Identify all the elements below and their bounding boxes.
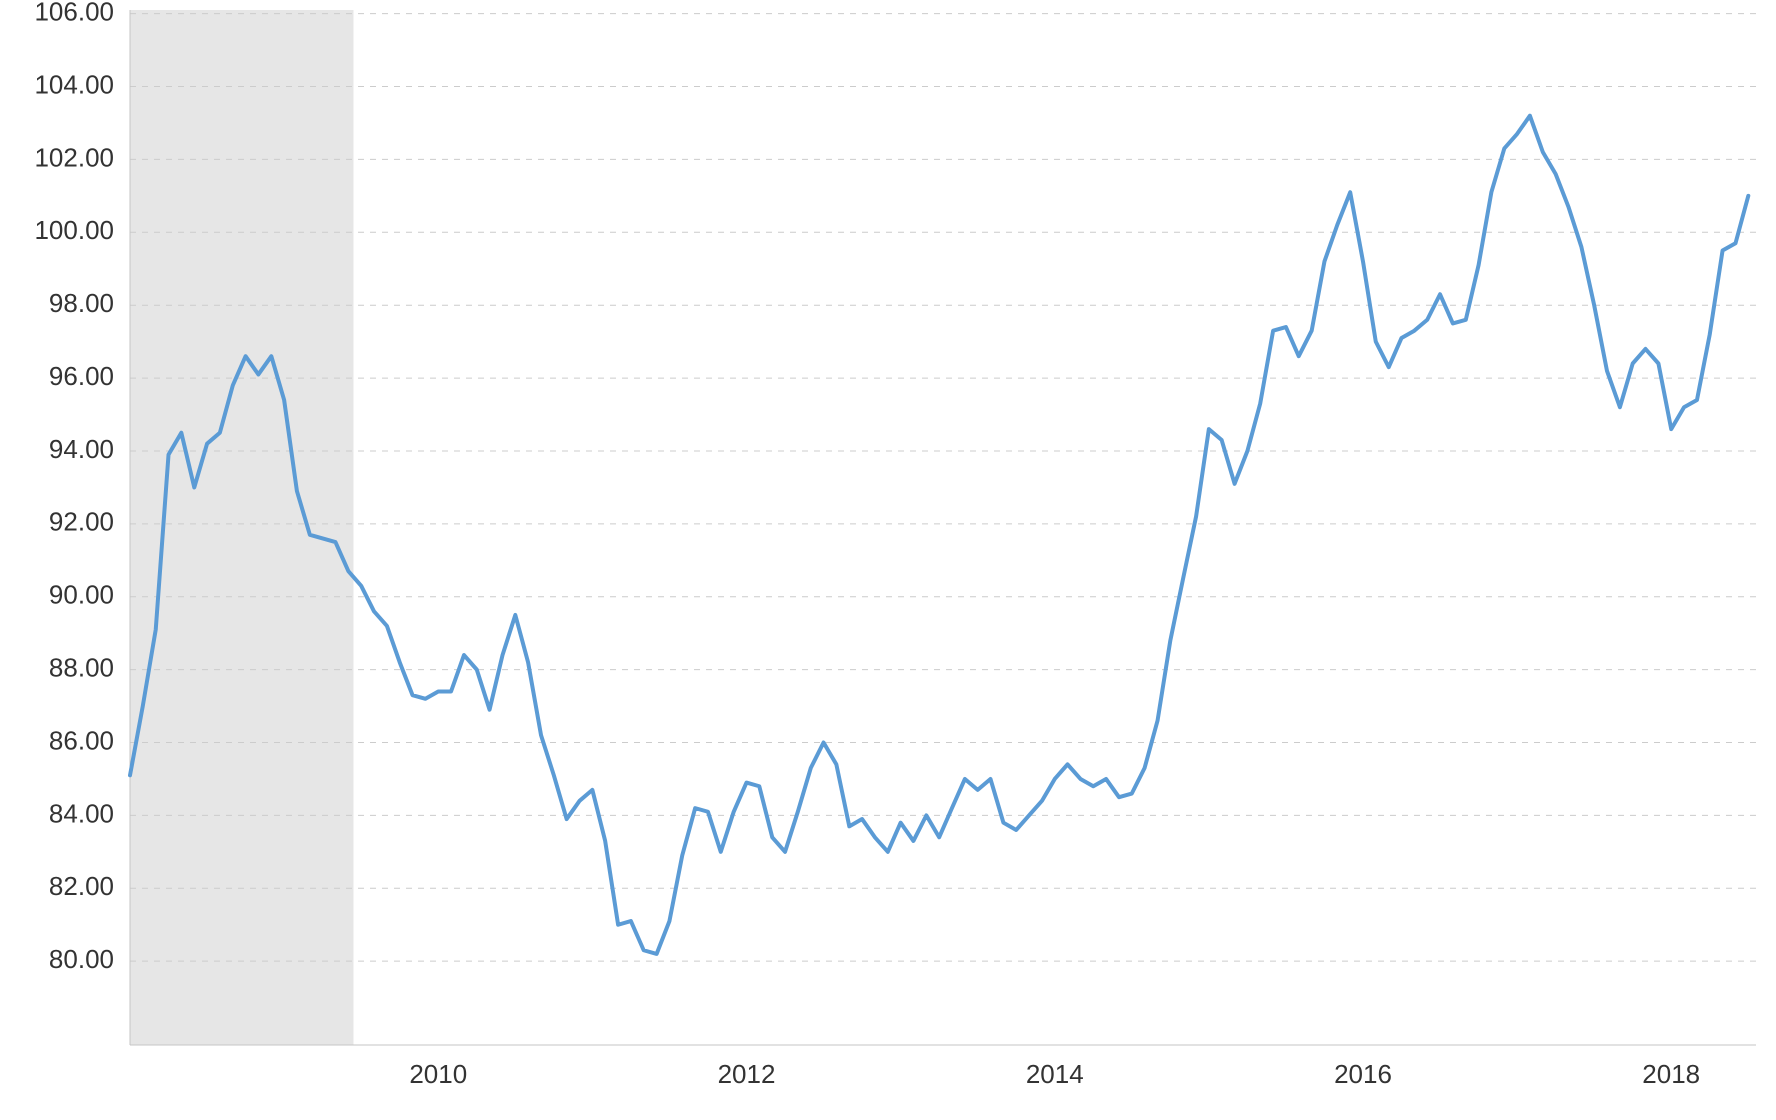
y-tick-label: 100.00	[34, 215, 114, 245]
y-tick-label: 88.00	[49, 653, 114, 683]
y-tick-label: 80.00	[49, 944, 114, 974]
y-tick-label: 94.00	[49, 434, 114, 464]
y-tick-label: 84.00	[49, 798, 114, 828]
line-chart: 80.00 82.00 84.00 86.00 88.00 90.00 92.00 94.00…	[0, 0, 1776, 1120]
y-tick-label: 102.00	[34, 142, 114, 172]
chart-svg: 80.00 82.00 84.00 86.00 88.00 90.00 92.00 94.00…	[0, 0, 1776, 1120]
x-tick-label: 2014	[1026, 1059, 1084, 1089]
y-tick-label: 98.00	[49, 288, 114, 318]
x-tick-label: 2016	[1334, 1059, 1392, 1089]
y-tick-label: 86.00	[49, 725, 114, 755]
x-tick-label: 2012	[718, 1059, 776, 1089]
x-tick-label: 2018	[1642, 1059, 1700, 1089]
y-tick-label: 104.00	[34, 69, 114, 99]
x-tick-label: 2010	[409, 1059, 467, 1089]
y-tick-label: 82.00	[49, 871, 114, 901]
y-tick-label: 92.00	[49, 507, 114, 537]
y-tick-label: 90.00	[49, 580, 114, 610]
y-tick-label: 96.00	[49, 361, 114, 391]
y-tick-label: 106.00	[34, 0, 114, 27]
